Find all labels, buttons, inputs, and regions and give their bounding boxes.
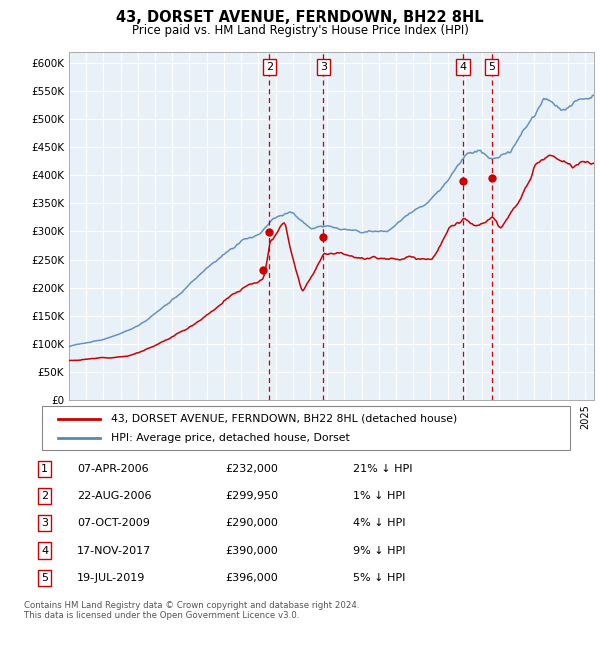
Text: £390,000: £390,000 (225, 545, 278, 556)
Text: Price paid vs. HM Land Registry's House Price Index (HPI): Price paid vs. HM Land Registry's House … (131, 24, 469, 37)
Text: 2: 2 (41, 491, 48, 501)
Text: 1: 1 (41, 463, 48, 474)
Text: 17-NOV-2017: 17-NOV-2017 (77, 545, 151, 556)
FancyBboxPatch shape (42, 406, 570, 450)
Text: HPI: Average price, detached house, Dorset: HPI: Average price, detached house, Dors… (110, 433, 349, 443)
Text: 2: 2 (266, 62, 273, 72)
Text: 43, DORSET AVENUE, FERNDOWN, BH22 8HL: 43, DORSET AVENUE, FERNDOWN, BH22 8HL (116, 10, 484, 25)
Text: This data is licensed under the Open Government Licence v3.0.: This data is licensed under the Open Gov… (24, 611, 299, 620)
Text: 1% ↓ HPI: 1% ↓ HPI (353, 491, 406, 501)
Text: £290,000: £290,000 (225, 518, 278, 528)
Text: 19-JUL-2019: 19-JUL-2019 (77, 573, 145, 583)
Text: £232,000: £232,000 (225, 463, 278, 474)
Text: 5: 5 (41, 573, 48, 583)
Text: 3: 3 (41, 518, 48, 528)
Text: 43, DORSET AVENUE, FERNDOWN, BH22 8HL (detached house): 43, DORSET AVENUE, FERNDOWN, BH22 8HL (d… (110, 413, 457, 424)
Text: 5% ↓ HPI: 5% ↓ HPI (353, 573, 406, 583)
Text: 4: 4 (459, 62, 466, 72)
Text: £396,000: £396,000 (225, 573, 278, 583)
Text: 5: 5 (488, 62, 495, 72)
Text: 21% ↓ HPI: 21% ↓ HPI (353, 463, 413, 474)
Text: Contains HM Land Registry data © Crown copyright and database right 2024.: Contains HM Land Registry data © Crown c… (24, 601, 359, 610)
Text: £299,950: £299,950 (225, 491, 278, 501)
Text: 4: 4 (41, 545, 48, 556)
Text: 9% ↓ HPI: 9% ↓ HPI (353, 545, 406, 556)
Text: 07-OCT-2009: 07-OCT-2009 (77, 518, 150, 528)
Text: 3: 3 (320, 62, 327, 72)
Text: 07-APR-2006: 07-APR-2006 (77, 463, 149, 474)
Text: 22-AUG-2006: 22-AUG-2006 (77, 491, 152, 501)
Text: 4% ↓ HPI: 4% ↓ HPI (353, 518, 406, 528)
